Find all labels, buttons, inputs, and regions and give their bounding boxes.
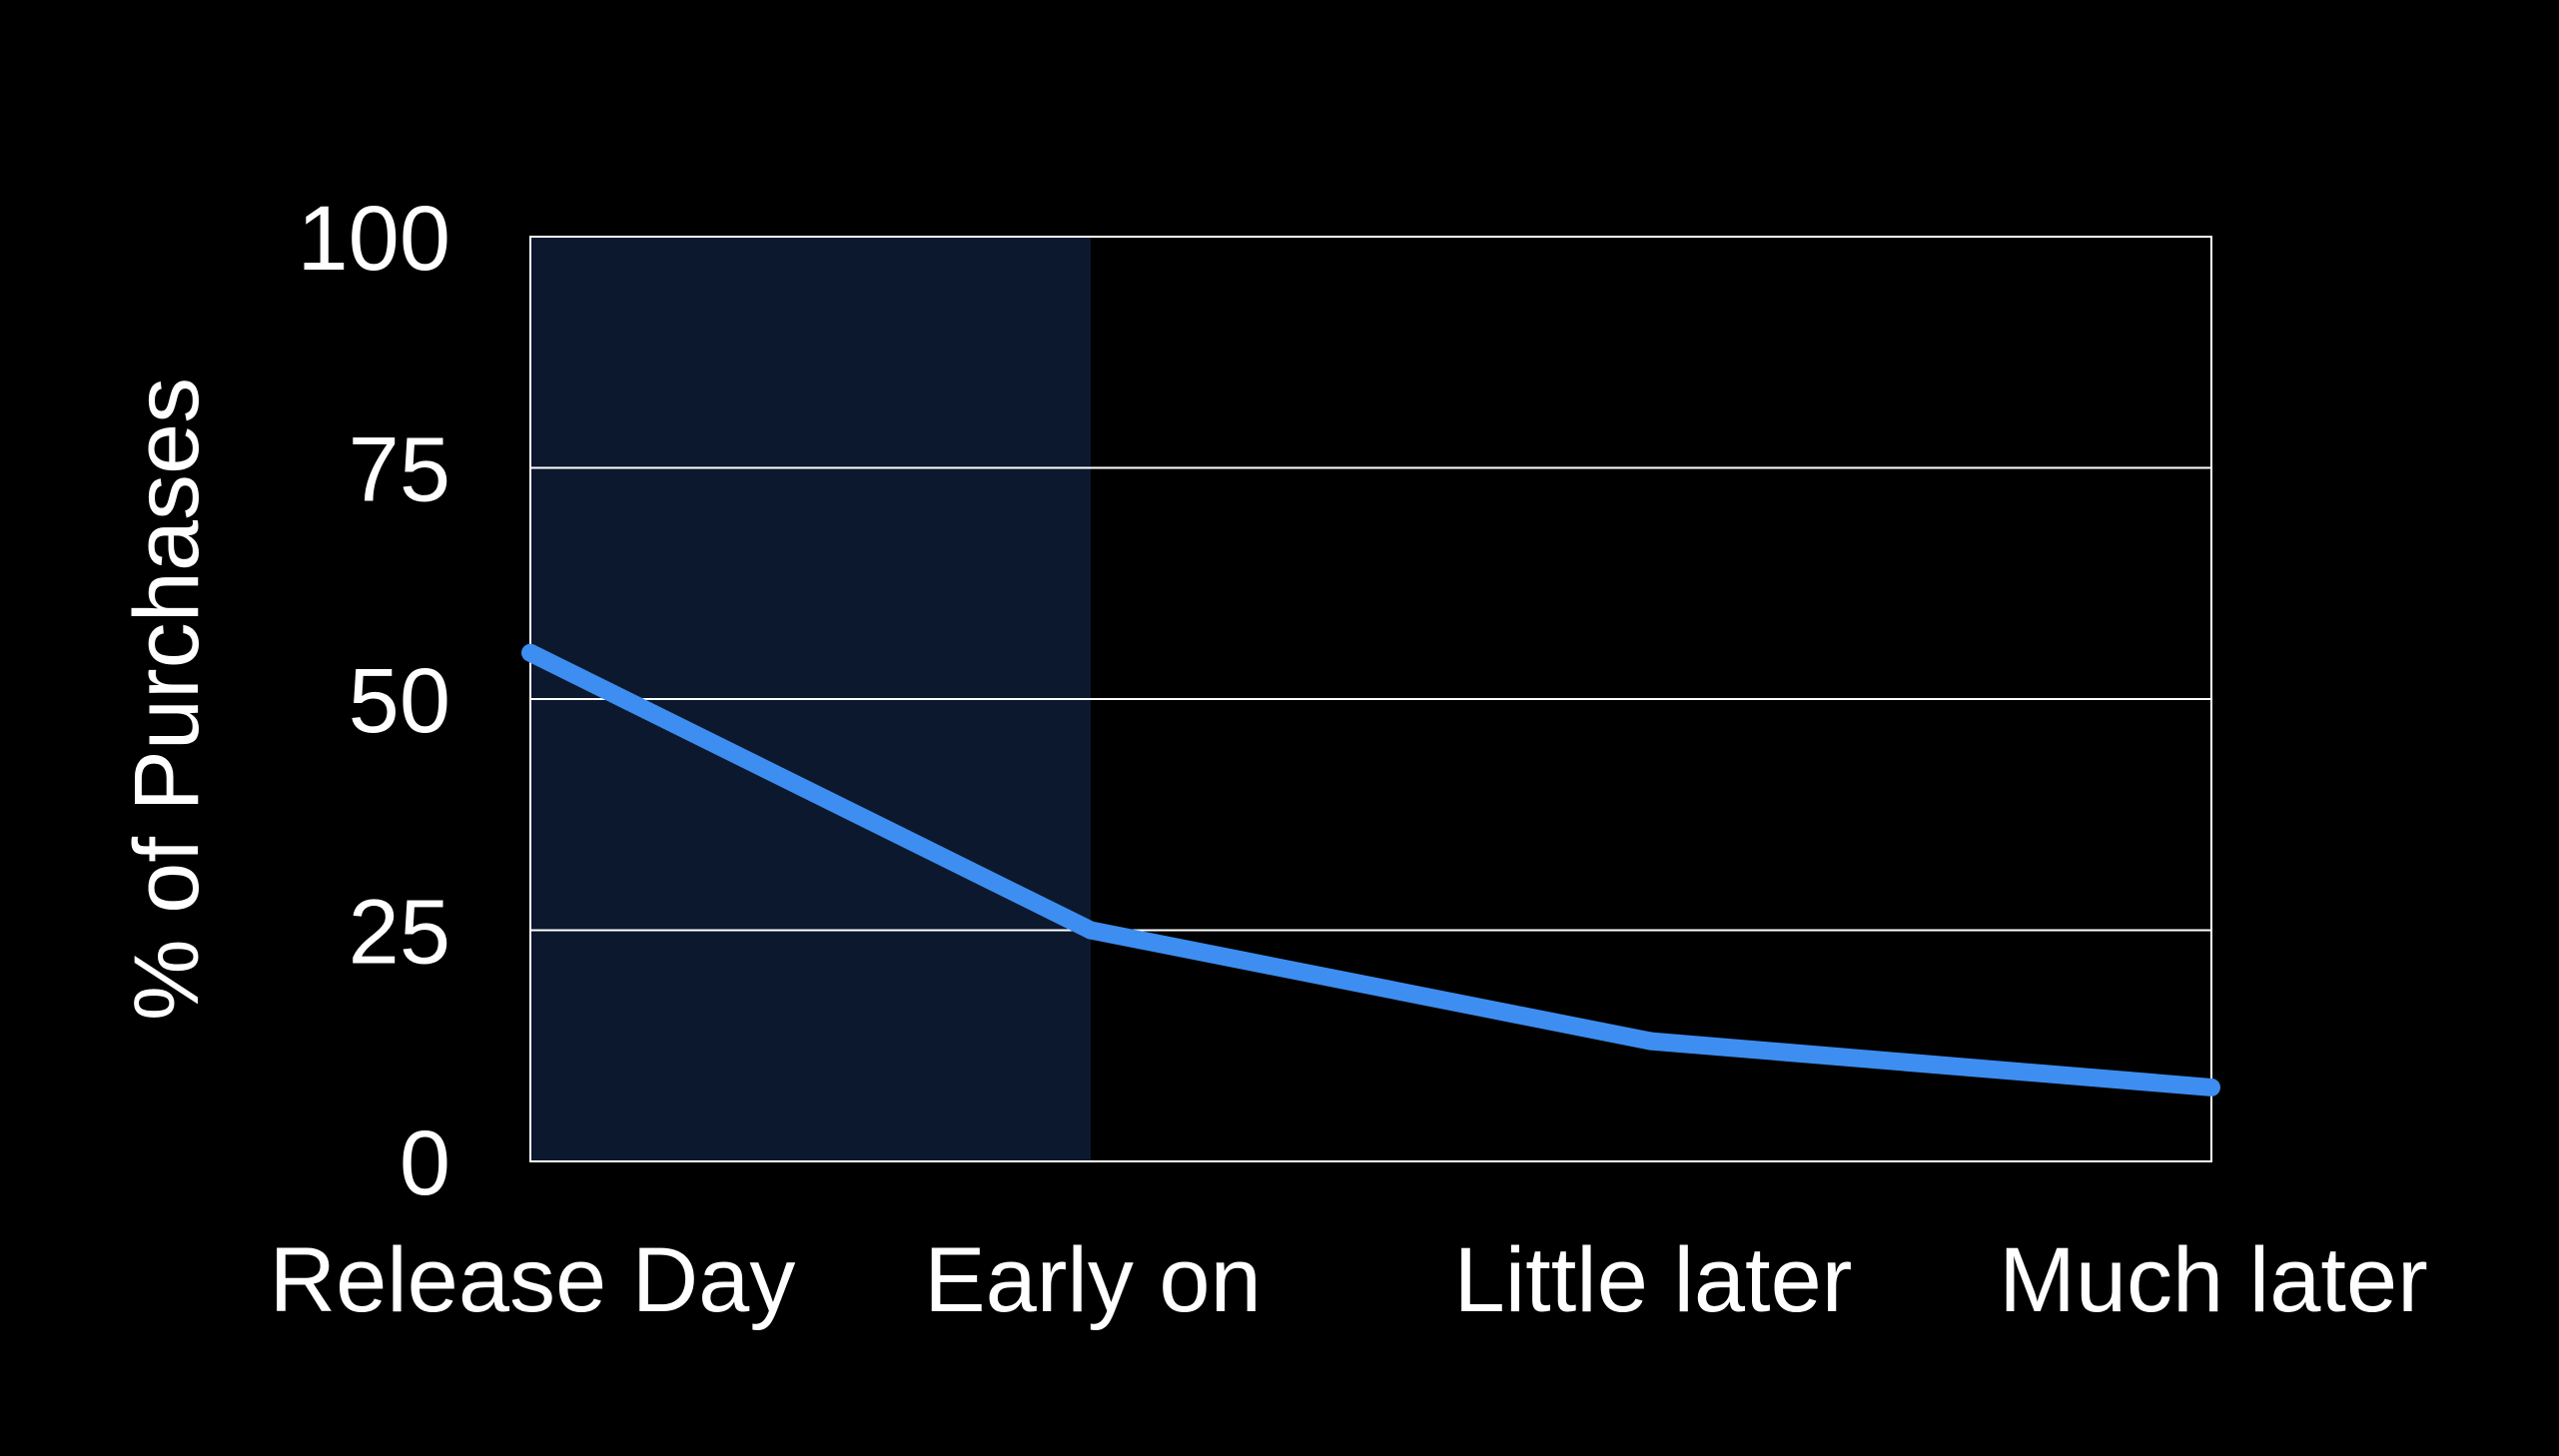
data-point	[1642, 1032, 1660, 1051]
y-tick-label: 0	[400, 1112, 450, 1214]
x-category-label: Much later	[1999, 1229, 2428, 1331]
y-tick-label: 100	[298, 188, 451, 290]
y-tick-label: 25	[349, 882, 450, 984]
x-category-label: Early on	[924, 1229, 1262, 1331]
data-point	[1082, 921, 1100, 940]
data-point	[521, 643, 539, 662]
y-tick-label: 75	[349, 419, 450, 521]
y-tick-label: 50	[349, 650, 450, 752]
x-category-label: Release Day	[270, 1229, 796, 1331]
y-axis-title: % of Purchases	[116, 377, 218, 1021]
y-tick-labels: 0 25 50 75 100	[298, 188, 451, 1214]
x-category-label: Little later	[1454, 1229, 1853, 1331]
series-line	[526, 644, 2212, 1096]
data-point	[2202, 1078, 2220, 1096]
plot-frame	[529, 236, 2212, 1162]
gridlines	[530, 466, 2211, 932]
series-layer	[521, 643, 2220, 1096]
x-category-labels: Release Day Early on Little later Much late…	[270, 1229, 2428, 1331]
